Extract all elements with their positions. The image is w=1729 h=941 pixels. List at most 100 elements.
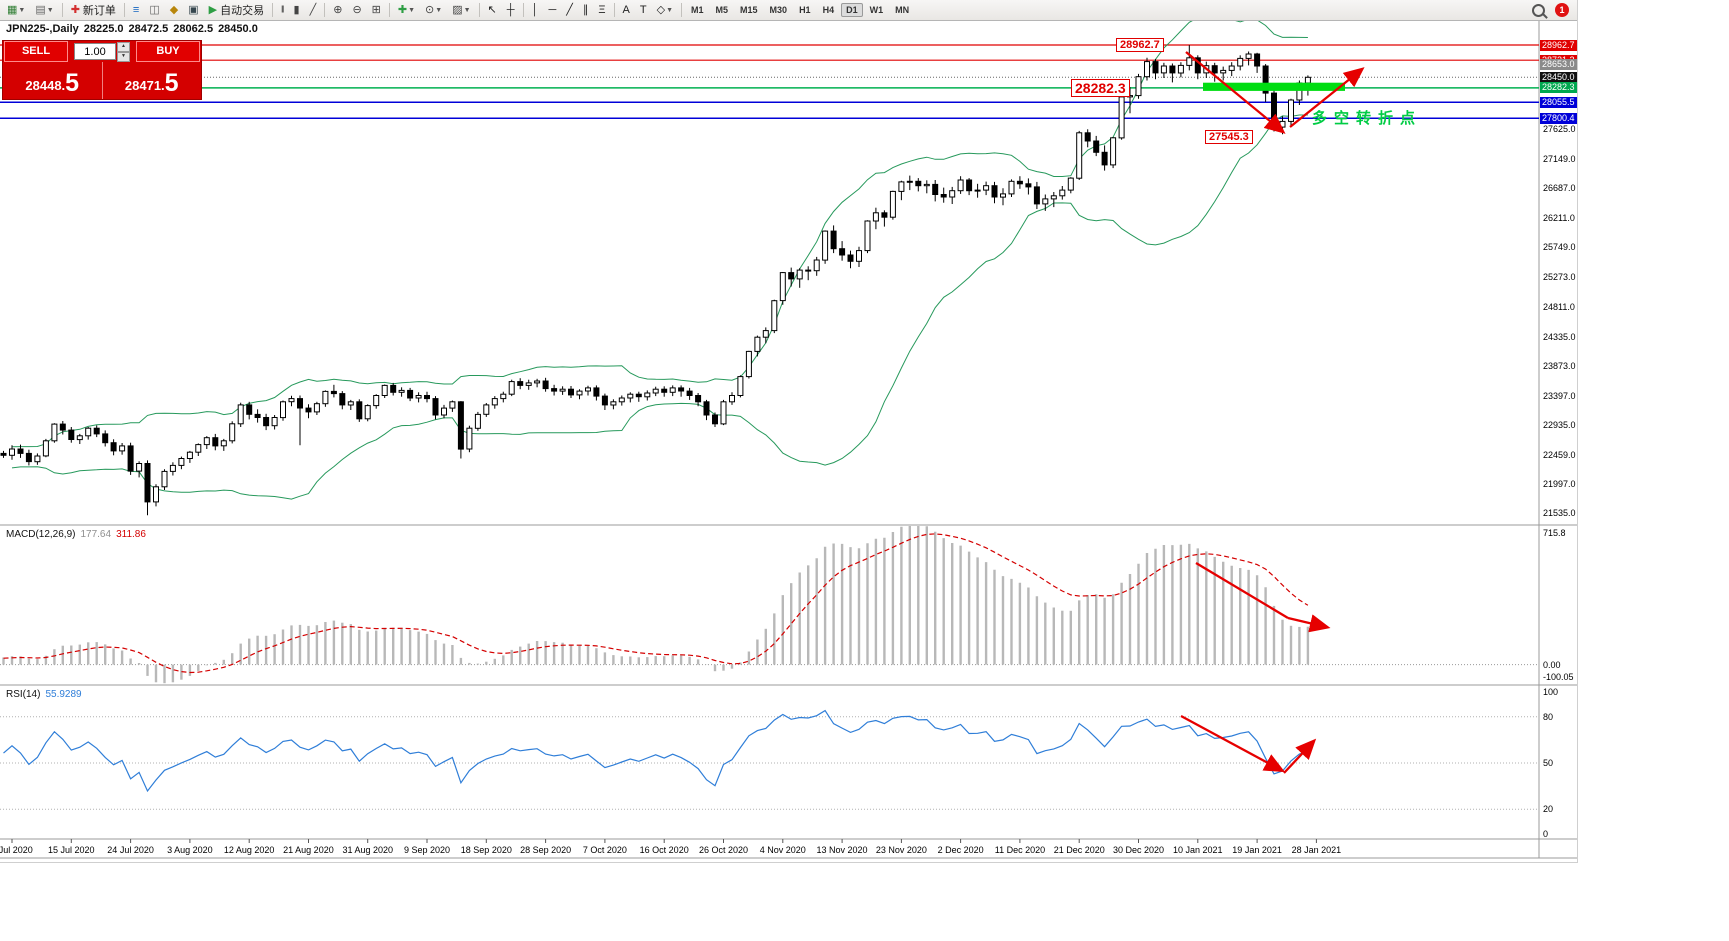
sell-button[interactable]: SELL [4,41,68,62]
line-chart-icon[interactable]: ╱ [306,1,321,19]
chevron-down-icon: ▼ [435,6,443,14]
rsi-name: RSI(14) [6,689,41,700]
profiles-icon[interactable]: ▤ ▼ [31,1,57,19]
equidistant-channel-icon: ∥ [582,4,589,16]
close-value: 28450.0 [218,23,258,35]
symbol-period-label: JPN225-,Daily [6,23,79,35]
zoom-out-icon: ⊖ [352,4,362,16]
toolbar-separator [522,3,524,17]
buy-price-main: 28471. [124,78,165,93]
toolbar-separator [272,3,274,17]
templates-icon[interactable]: ▨ ▼ [448,1,474,19]
timeframe-button-m30[interactable]: M30 [769,5,788,15]
toolbar-separator [61,3,63,17]
toolbar-left-group: ▦ ▼ ▤ ▼ ✚ 新订单 ≡ ◫ ◆ ▣ ▶ 自动交易 ||| ▮ ╱ ⊕ ⊖ ⊞ ✚ ▼ ⊙ ▼ ▨ ▼ ↖ ┼ │ ─ ╱ ∥ Ξ A T… [0,0,915,20]
timeframe-button-w1[interactable]: W1 [869,5,884,15]
text-icon[interactable]: A [619,1,634,19]
data-window-icon[interactable]: ◫ [145,1,163,19]
bar-chart-icon[interactable]: ||| [277,1,287,19]
tile-windows-icon: ⊞ [371,4,381,16]
macd-name: MACD(12,26,9) [6,529,76,540]
chart-canvas[interactable] [0,0,1577,862]
label-icon[interactable]: T [636,1,651,19]
text-icon: A [622,4,630,16]
arrows-icon[interactable]: ◇ ▼ [653,1,677,19]
fibonacci-icon: Ξ [598,4,606,16]
trendline-icon: ╱ [566,4,573,16]
toolbar-separator [324,3,326,17]
timeframe-button-h4[interactable]: H4 [822,5,835,15]
timeframe-button-mn[interactable]: MN [895,5,910,15]
periods-icon[interactable]: ⊙ ▼ [421,1,446,19]
new-order-button-label: 新订单 [82,5,116,17]
autotrading-button[interactable]: ▶ 自动交易 [205,1,268,19]
vertical-line-icon: │ [531,4,539,16]
toolbar-separator [388,3,390,17]
volume-input[interactable] [74,43,116,60]
buy-price-big-digit: 5 [164,69,179,97]
horizontal-line-icon[interactable]: ─ [544,1,560,19]
high-value: 28472.5 [128,23,169,35]
chevron-down-icon: ▼ [46,6,54,14]
cursor-icon[interactable]: ↖ [484,1,501,19]
arrows-icon: ◇ [656,4,666,16]
profiles-icon: ▤ [35,4,46,16]
macd-indicator-label: MACD(12,26,9) 177.64 311.86 [6,529,146,540]
toolbar-separator [123,3,125,17]
toolbar: ▦ ▼ ▤ ▼ ✚ 新订单 ≡ ◫ ◆ ▣ ▶ 自动交易 ||| ▮ ╱ ⊕ ⊖ ⊞ ✚ ▼ ⊙ ▼ ▨ ▼ ↖ ┼ │ ─ ╱ ∥ Ξ A T… [0,0,1577,21]
new-chart-icon[interactable]: ▦ ▼ [3,1,29,19]
horizontal-line-icon: ─ [548,4,557,16]
sell-price[interactable]: 28448. 5 [3,62,102,99]
crosshair-icon[interactable]: ┼ [503,1,519,19]
buy-price[interactable]: 28471. 5 [103,62,202,99]
timeframe-button-m15[interactable]: M15 [740,5,758,15]
search-icon[interactable] [1532,3,1545,17]
buy-button[interactable]: BUY [136,41,200,62]
candlestick-chart-icon[interactable]: ▮ [290,1,304,19]
timeframe-button-h1[interactable]: H1 [799,5,811,15]
tile-windows-icon[interactable]: ⊞ [368,1,385,19]
one-click-trade-panel: SELL ▲ ▼ BUY 28448.5 28471.5 [2,40,202,100]
chevron-down-icon: ▼ [463,6,471,14]
navigator-icon: ◆ [169,4,179,16]
zoom-in-icon[interactable]: ⊕ [329,1,346,19]
chevron-down-icon: ▼ [666,6,673,14]
navigator-icon[interactable]: ◆ [166,1,182,19]
new-chart-icon: ▦ [7,4,18,16]
low-value: 28062.5 [173,23,214,35]
chevron-down-icon: ▼ [18,6,26,14]
volume-up-button[interactable]: ▲ [117,41,130,52]
zoom-out-icon[interactable]: ⊖ [348,1,365,19]
rsi-value: 55.9289 [45,689,82,700]
notification-badge[interactable]: 1 [1555,3,1569,17]
indicators-icon[interactable]: ✚ ▼ [394,1,419,19]
rsi-indicator-label: RSI(14) 55.9289 [6,689,82,700]
terminal-icon: ▣ [188,4,199,16]
timeframe-button-m5[interactable]: M5 [715,5,729,15]
trade-panel-divider [101,62,103,99]
chart-ohlc-header: JPN225-,Daily 28225.0 28472.5 28062.5 28450.… [6,23,263,35]
volume-control: ▲ ▼ [69,41,135,62]
volume-spinner: ▲ ▼ [117,41,130,62]
market-watch-icon: ≡ [132,4,140,16]
sell-price-main: 28448. [25,78,66,93]
macd-main-value: 177.64 [80,529,112,540]
vertical-line-icon[interactable]: │ [528,1,543,19]
label-icon: T [639,4,647,16]
templates-icon: ▨ [452,4,463,16]
toolbar-separator [478,3,480,17]
autotrading-button-label: 自动交易 [220,5,265,17]
timeframe-button-m1[interactable]: M1 [691,5,704,15]
timeframe-button-d1[interactable]: D1 [841,3,863,17]
market-watch-icon[interactable]: ≡ [129,1,143,19]
equidistant-channel-icon[interactable]: ∥ [579,1,593,19]
line-chart-icon: ╱ [309,4,317,16]
fibonacci-icon[interactable]: Ξ [594,1,609,19]
trendline-icon[interactable]: ╱ [562,1,577,19]
terminal-icon[interactable]: ▣ [184,1,202,19]
new-order-button[interactable]: ✚ 新订单 [67,1,120,19]
crosshair-icon: ┼ [506,4,515,16]
trade-panel-controls: SELL ▲ ▼ BUY [3,41,201,62]
volume-down-button[interactable]: ▼ [117,51,130,62]
